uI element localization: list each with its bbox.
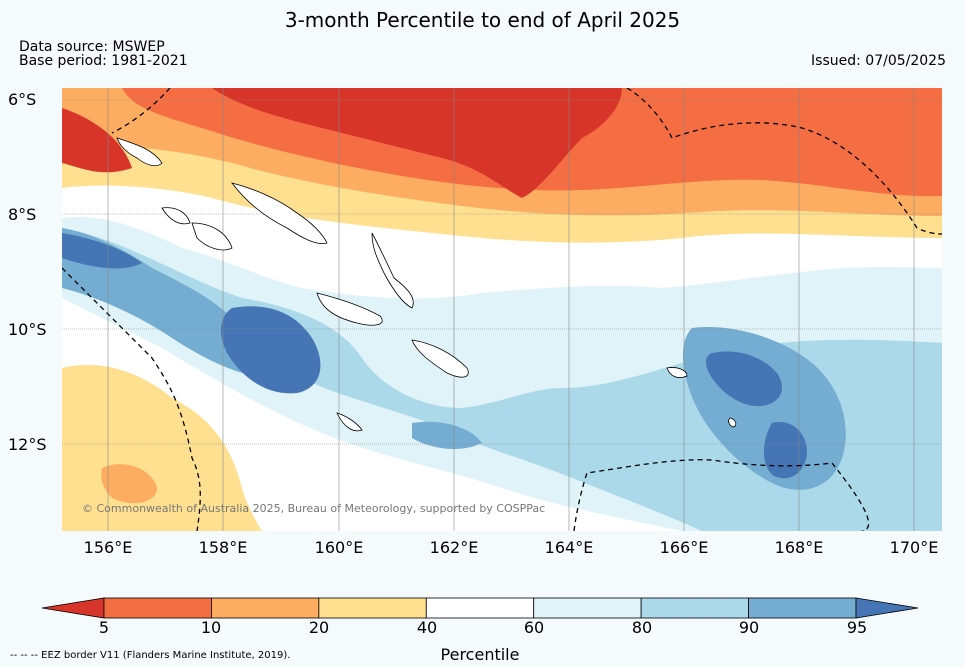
eez-legend-note: -- -- -- EEZ border V11 (Flanders Marine… [10,650,291,661]
colorbar-segment [533,597,642,619]
colorbar-segment [103,597,212,619]
colorbar-extend-low [41,597,105,619]
colorbar-segment [748,597,857,619]
base-period-label: Base period: 1981-2021 [19,53,188,69]
colorbar-tick-10: 10 [200,618,222,637]
lat-label-8s: 8°S [8,205,37,224]
colorbar-tick-80: 80 [631,618,653,637]
colorbar-segment [318,597,427,619]
region-below-5 [212,88,622,198]
region-below-5-west [62,108,132,173]
data-source-label: Data source: MSWEP [19,39,165,55]
lon-label-156e: 156°E [83,538,133,557]
lat-gridlines [62,99,942,445]
lon-label-170e: 170°E [889,538,939,557]
colorbar-tick-95: 95 [846,618,868,637]
region-90-95-central [412,421,482,450]
region-10-20-sw [101,464,157,504]
issued-date-label: Issued: 07/05/2025 [811,53,946,69]
copyright-notice: © Commonwealth of Australia 2025, Bureau… [82,502,546,515]
lon-label-166e: 166°E [659,538,709,557]
map-title: 3-month Percentile to end of April 2025 [284,8,681,32]
colorbar-extend-high [855,597,919,619]
lat-label-12s: 12°S [8,435,47,454]
colorbar [41,597,919,619]
colorbar-tick-5: 5 [98,618,110,637]
lon-label-158e: 158°E [198,538,248,557]
region-above-95-east [706,351,782,407]
colorbar-segment [211,597,320,619]
colorbar-tick-90: 90 [738,618,760,637]
region-above-95-southeast [763,422,807,479]
region-80-90 [62,228,942,531]
lon-label-168e: 168°E [774,538,824,557]
colorbar-tick-20: 20 [308,618,330,637]
solomon-islands [116,137,737,432]
lat-label-10s: 10°S [8,320,47,339]
region-above-95-west [220,306,321,394]
colorbar-segment [425,597,535,619]
colorbar-segment [640,597,749,619]
eez-border [62,88,942,531]
colorbar-tick-40: 40 [416,618,438,637]
lon-label-162e: 162°E [429,538,479,557]
lon-label-160e: 160°E [314,538,364,557]
colorbar-tick-60: 60 [523,618,545,637]
region-above-95-far-west [62,233,142,269]
lat-label-6s: 6°S [8,90,37,109]
percentile-map [62,88,942,531]
metadata-left: Data source: MSWEP Base period: 1981-202… [19,40,188,68]
lon-label-164e: 164°E [544,538,594,557]
colorbar-title: Percentile [440,645,520,664]
